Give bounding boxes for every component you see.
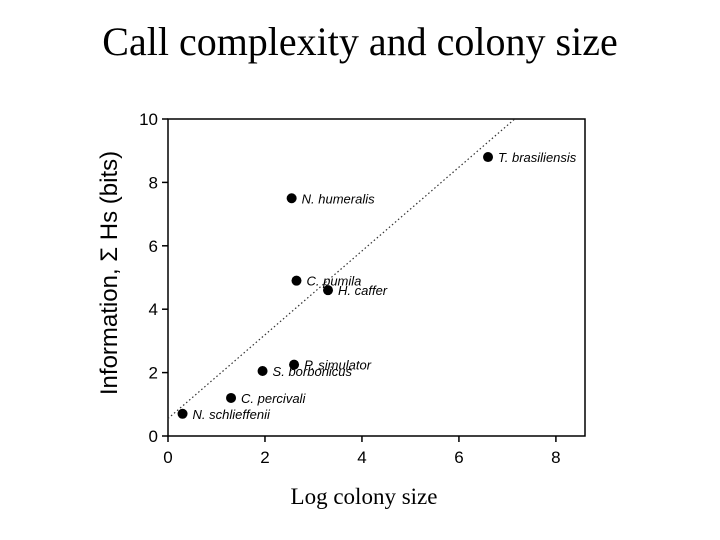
x-tick-label: 8 <box>551 448 560 467</box>
point-label: S. borbonicus <box>273 364 353 379</box>
y-axis-label: Information, Σ Hs (bits) <box>96 151 123 395</box>
plot-frame <box>167 118 586 437</box>
data-point <box>286 193 297 204</box>
point-label: N. humeralis <box>302 191 375 206</box>
y-tick-label: 0 <box>149 427 158 446</box>
point-label: C. percivali <box>241 391 306 406</box>
point-label: C. pumila <box>306 274 361 289</box>
x-tick-label: 2 <box>260 448 269 467</box>
x-tick-label: 6 <box>454 448 463 467</box>
data-point <box>289 359 300 370</box>
data-point <box>291 275 302 286</box>
y-tick-label: 8 <box>149 173 158 192</box>
y-tick-label: 10 <box>139 110 158 129</box>
x-axis-caption: Log colony size <box>290 484 438 509</box>
y-tick-label: 6 <box>149 237 158 256</box>
data-point <box>226 392 237 403</box>
data-point <box>177 408 188 419</box>
trend-line <box>167 118 516 420</box>
point-label: H. caffer <box>338 283 388 298</box>
slide-title: Call complexity and colony size <box>102 19 618 64</box>
y-tick-label: 2 <box>149 364 158 383</box>
data-point <box>257 366 268 377</box>
point-label: N. schlieffenii <box>193 407 271 422</box>
y-tick-label: 4 <box>149 300 158 319</box>
data-point <box>483 152 494 163</box>
x-tick-label: 4 <box>357 448 366 467</box>
point-label: T. brasiliensis <box>498 150 577 165</box>
x-tick-label: 0 <box>163 448 172 467</box>
data-point <box>323 285 334 296</box>
point-label: P. simulator <box>304 358 372 373</box>
